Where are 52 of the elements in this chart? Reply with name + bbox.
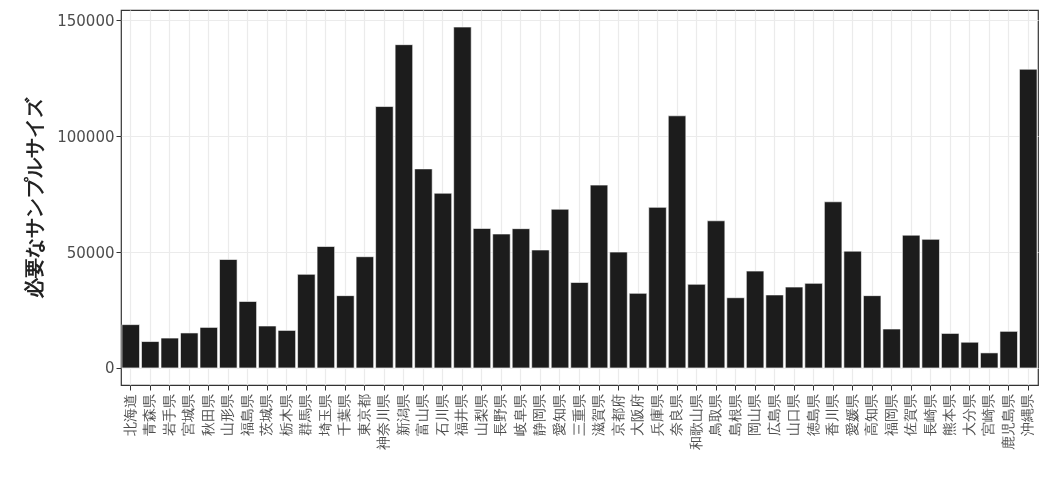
x-tick-label: 秋田県 [199,393,216,436]
x-tick-label: 新潟県 [394,393,411,436]
y-tick-label: 150000 [57,11,115,30]
y-tick-label: 50000 [66,243,115,262]
x-tick-label: 神奈川県 [375,393,392,450]
x-tick-label: 長崎県 [921,393,938,436]
x-tick-label: 岩手県 [160,393,177,436]
x-tick-label: 栃木県 [277,393,294,436]
x-tick-label: 福島県 [238,393,255,436]
x-tick-label: 兵庫県 [648,393,665,436]
x-tick-label: 岐阜県 [511,393,528,436]
y-tick-label: 0 [104,359,115,378]
x-tick-label: 石川県 [433,393,450,436]
y-tick-label: 100000 [57,127,115,146]
x-tick-label: 宮崎県 [980,393,997,436]
x-tick-label: 青森県 [141,393,158,436]
x-tick-label: 三重県 [570,393,587,436]
x-tick-label: 愛媛県 [843,393,860,436]
x-tick-label: 群馬県 [297,393,314,436]
x-tick-label: 大阪府 [629,393,646,436]
x-tick-label: 大分県 [960,393,977,436]
x-tick-label: 鳥取県 [707,393,724,437]
x-tick-label: 福井県 [453,393,470,436]
x-tick-label: 岡山県 [746,393,763,436]
x-tick-label: 茨城県 [258,393,275,436]
y-axis-title: 必要なサンプルサイズ [22,97,47,299]
x-tick-label: 京都府 [609,393,626,436]
x-tick-label: 富山県 [414,393,431,436]
x-tick-label: 福岡県 [882,393,899,436]
x-tick-label: 佐賀県 [902,393,919,436]
x-tick-label: 島根県 [726,393,743,436]
x-tick-label: 宮城県 [180,393,197,436]
x-tick-label: 山形県 [219,393,236,436]
x-tick-label: 高知県 [863,393,880,436]
x-tick-label: 東京都 [355,393,372,436]
x-tick-label: 滋賀県 [590,393,607,436]
x-tick-label: 鹿児島県 [999,393,1016,450]
x-tick-label: 静岡県 [531,393,548,436]
x-tick-label: 和歌山県 [687,393,704,450]
x-tick-label: 北海道 [121,393,138,436]
x-tick-label: 長野県 [492,393,509,436]
x-tick-label: 広島県 [765,393,782,436]
x-tick-label: 奈良県 [668,393,685,436]
x-tick-label: 愛知県 [550,393,567,436]
x-tick-label: 千葉県 [336,393,353,436]
x-tick-label: 山梨県 [472,393,489,436]
x-tick-label: 沖縄県 [1019,393,1036,436]
x-tick-label: 熊本県 [941,393,958,436]
x-tick-label: 山口県 [785,393,802,436]
x-tick-label: 香川県 [824,393,841,436]
x-tick-label: 埼玉県 [316,393,333,437]
x-tick-label: 徳島県 [804,393,821,436]
